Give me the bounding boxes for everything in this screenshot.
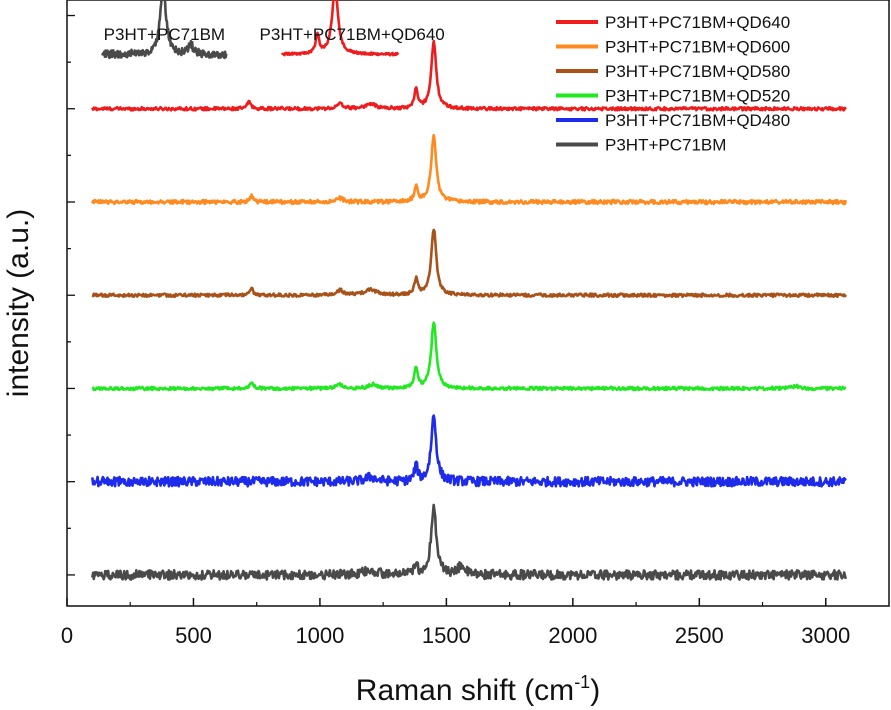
x-tick-label-2500: 2500 bbox=[675, 623, 724, 648]
x-tick-label-3000: 3000 bbox=[801, 623, 850, 648]
inset-layer: P3HT+PC71BM P3HT+PC71BM+QD640 bbox=[101, 0, 445, 60]
x-axis-label: Raman shift (cm-1) bbox=[356, 672, 600, 707]
series-line-p3ht-pc71bm-qd480 bbox=[91, 414, 847, 488]
legend-label: P3HT+PC71BM+QD480 bbox=[605, 111, 790, 130]
series-line-p3ht-pc71bm-qd640 bbox=[91, 39, 847, 112]
y-axis-label: intensity (a.u.) bbox=[2, 209, 35, 397]
x-tick-label-0: 0 bbox=[61, 623, 73, 648]
inset-label: P3HT+PC71BM bbox=[104, 25, 225, 44]
legend-label: P3HT+PC71BM+QD600 bbox=[605, 38, 790, 57]
inset-label: P3HT+PC71BM+QD640 bbox=[260, 25, 445, 44]
series-line-p3ht-pc71bm-qd520 bbox=[91, 321, 847, 392]
x-axis-label-superscript: -1 bbox=[574, 672, 590, 692]
legend-label: P3HT+PC71BM+QD580 bbox=[605, 62, 790, 81]
series-layer bbox=[91, 39, 848, 581]
x-axis-label-main: Raman shift (cm bbox=[356, 674, 574, 707]
series-line-p3ht-pc71bm-qd580 bbox=[91, 228, 847, 299]
y-axis-ticks bbox=[67, 14, 75, 576]
legend-label: P3HT+PC71BM+QD520 bbox=[605, 87, 790, 106]
inset-line-p3ht-pc71bm-qd640 bbox=[280, 0, 400, 57]
x-tick-label-500: 500 bbox=[175, 623, 212, 648]
x-tick-label-1500: 1500 bbox=[422, 623, 471, 648]
x-axis-ticks: 0 500 1000 1500 2000 2500 3000 bbox=[61, 598, 850, 648]
x-axis-label-end: ) bbox=[590, 674, 600, 707]
series-line-p3ht-pc71bm bbox=[91, 503, 848, 581]
inset-line-p3ht-pc71bm bbox=[101, 0, 228, 60]
legend-label: P3HT+PC71BM bbox=[605, 136, 726, 155]
plot-area-frame bbox=[66, 0, 890, 607]
series-line-p3ht-pc71bm-qd600 bbox=[91, 133, 848, 206]
x-tick-label-1000: 1000 bbox=[295, 623, 344, 648]
legend-label: P3HT+PC71BM+QD640 bbox=[605, 13, 790, 32]
legend: P3HT+PC71BM+QD640 P3HT+PC71BM+QD600 P3HT+P… bbox=[556, 13, 790, 155]
x-tick-label-2000: 2000 bbox=[548, 623, 597, 648]
